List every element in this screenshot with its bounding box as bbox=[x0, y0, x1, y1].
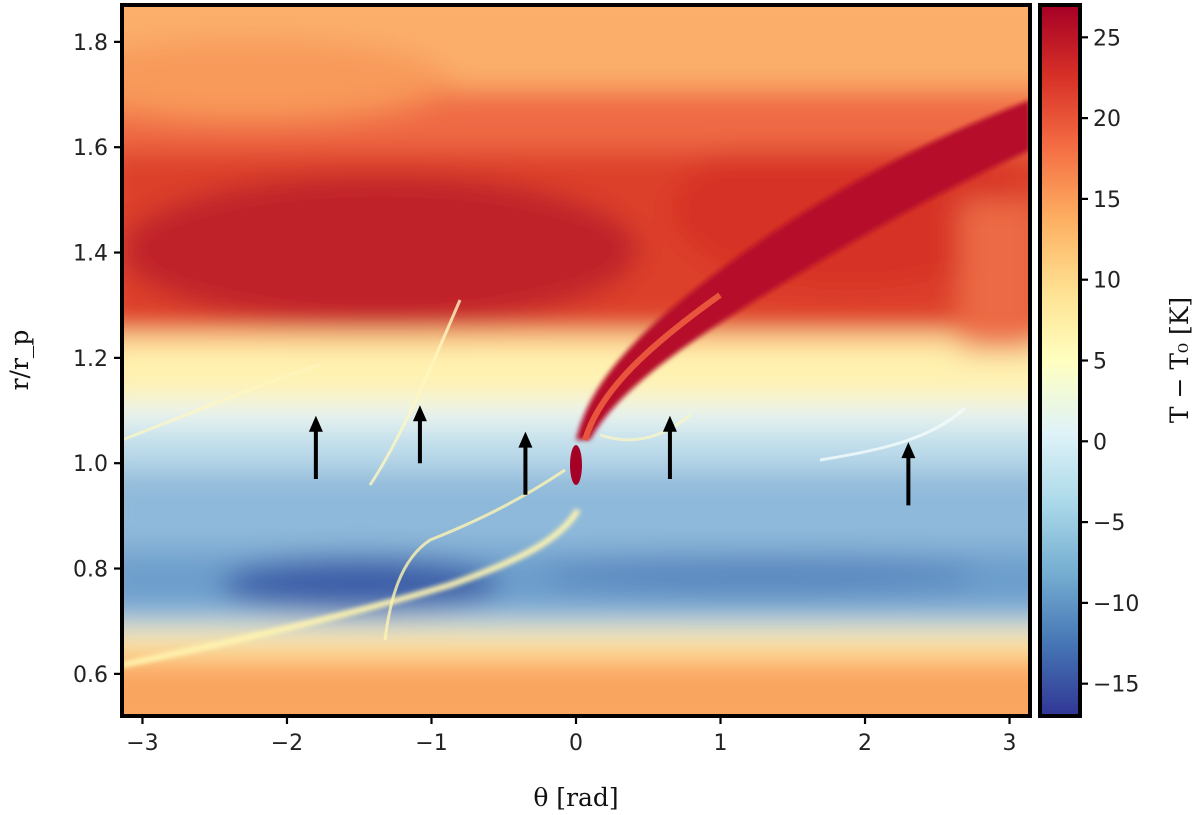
colorbar-tick-label: 20 bbox=[1093, 107, 1121, 132]
colorbar-tick-label: −15 bbox=[1093, 673, 1139, 698]
colorbar-tick-label: 25 bbox=[1093, 26, 1121, 51]
y-axis-ticks: 0.6 0.8 1.0 1.2 1.4 1.6 1.8 bbox=[73, 31, 122, 688]
colorbar-label: T − T₀ [K] bbox=[1165, 297, 1194, 423]
y-tick-label: 1.6 bbox=[73, 136, 108, 161]
x-axis-label: θ [rad] bbox=[533, 783, 618, 812]
x-tick-label: −3 bbox=[126, 731, 158, 756]
x-tick-label: −1 bbox=[415, 731, 447, 756]
x-tick-label: 3 bbox=[1003, 731, 1017, 756]
y-tick-label: 1.8 bbox=[73, 31, 108, 56]
colorbar-ticks: −15 −10 −5 0 5 10 15 20 25 bbox=[1080, 26, 1139, 698]
colorbar-tick-label: 10 bbox=[1093, 269, 1121, 294]
arrow-head bbox=[518, 431, 533, 448]
y-axis-label: r/r_p bbox=[5, 330, 34, 391]
colorbar-tick-label: −10 bbox=[1093, 592, 1139, 617]
x-axis-ticks: −3 −2 −1 0 1 2 3 bbox=[126, 716, 1017, 756]
y-tick-label: 1.2 bbox=[73, 347, 108, 372]
planet-marker bbox=[570, 445, 582, 485]
y-tick-label: 0.8 bbox=[73, 558, 108, 583]
colorbar bbox=[1040, 5, 1080, 716]
colorbar-tick-label: −5 bbox=[1093, 511, 1125, 536]
arrow-head bbox=[662, 415, 677, 432]
colorbar-tick-label: 5 bbox=[1093, 350, 1107, 375]
x-tick-label: −2 bbox=[271, 731, 303, 756]
x-tick-label: 2 bbox=[858, 731, 872, 756]
arrow-head bbox=[412, 405, 427, 422]
y-tick-label: 1.0 bbox=[73, 452, 108, 477]
arrow-annotations bbox=[308, 405, 916, 506]
colorbar-tick-label: 15 bbox=[1093, 188, 1121, 213]
x-tick-label: 0 bbox=[569, 731, 583, 756]
colorbar-tick-label: 0 bbox=[1093, 430, 1107, 455]
x-tick-label: 1 bbox=[714, 731, 728, 756]
arrow-head bbox=[901, 442, 916, 459]
heatmap-field bbox=[122, 5, 1030, 716]
y-tick-label: 0.6 bbox=[73, 663, 108, 688]
arrow-head bbox=[308, 415, 323, 432]
y-tick-label: 1.4 bbox=[73, 242, 108, 267]
